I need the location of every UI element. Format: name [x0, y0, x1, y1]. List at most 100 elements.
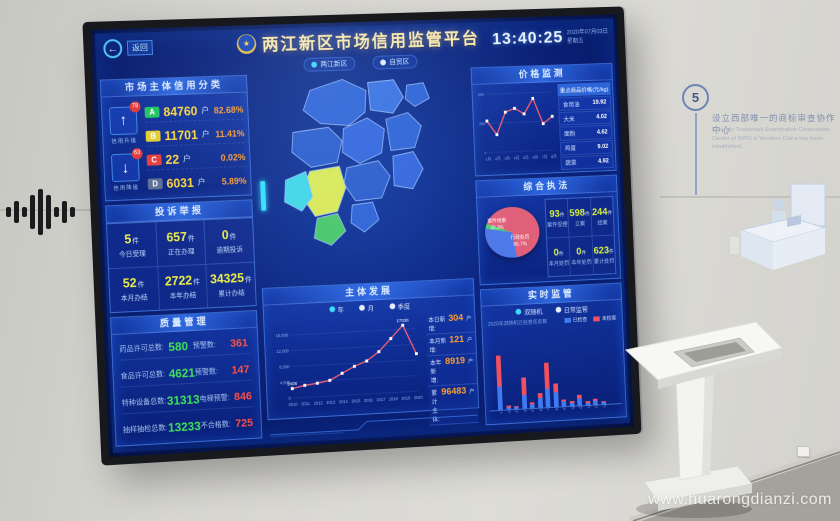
waveform-logo [6, 188, 75, 236]
tab-quarter[interactable]: 季度 [389, 300, 410, 311]
svg-text:2014: 2014 [339, 399, 349, 404]
upgrade-badge: 78 [129, 100, 141, 113]
svg-text:2019: 2019 [401, 395, 411, 400]
stat-cell: 598件 立案 [568, 197, 592, 237]
pie-label: 行政处罚 66.7% [510, 234, 530, 248]
tab-year[interactable]: 年 [328, 303, 344, 314]
arrow-up-icon: ↑ [119, 111, 128, 130]
svg-text:2010: 2010 [288, 402, 298, 407]
area-toggle-liangjiang[interactable]: 两江新区 [302, 56, 356, 72]
quality-row: 药品许可总数: 580 预警数: 361 [118, 333, 252, 361]
dot-icon [555, 306, 562, 313]
svg-text:2018: 2018 [389, 396, 399, 401]
dev-stat: 本年新增: 8919 户 [426, 353, 477, 387]
watermark: www.huarongdianzi.com [648, 491, 832, 508]
price-row: 食用油 19.92 [557, 95, 612, 112]
wall-caption-en: The only Trademark Examination Cooperati… [712, 127, 831, 151]
svg-text:5月: 5月 [523, 155, 529, 160]
dev-stat: 本日新增: 304 户 [425, 311, 475, 335]
grade-count: 22 [165, 152, 180, 167]
credit-downgrade-tile[interactable]: ↓ 63 信用降级 [110, 148, 143, 192]
district-map [253, 68, 474, 284]
grade-chip: A [144, 106, 160, 119]
service-desk-illustration [728, 183, 827, 270]
svg-text:0: 0 [288, 396, 291, 401]
svg-text:2017: 2017 [376, 397, 386, 402]
grade-row-d: D 6031 户 5.89% [147, 171, 247, 193]
unchecked-legend-swatch [593, 315, 601, 322]
grade-unit: 户 [182, 154, 192, 164]
enforcement-panel: 综合执法 案件线索 30.3% 行政处罚 66.7% 93件 案件受理 598件 立案 [475, 174, 622, 286]
price-line-chart: 0 250 500 1月 2月 3月 4月 5月 6月 7月 8月 [478, 84, 557, 161]
supervision-panel: 实时监管 双随机 日常监管 2020年双随机已检查任务数 已检查 未检查 [479, 282, 627, 426]
toggle-double-random[interactable]: 双随机 [515, 305, 543, 316]
dot-icon [328, 305, 335, 312]
price-monitor-panel: 价格监测 0 250 500 1月 2月 3月 4月 5月 6月 7月 8月 重点商品价格(元/kg… [470, 62, 617, 177]
svg-text:7月: 7月 [542, 154, 548, 159]
national-emblem-icon: ★ [236, 33, 257, 54]
stat-cell: 0件 逾期投诉 [204, 218, 254, 264]
wall-outlet [797, 446, 810, 457]
dot-icon [515, 308, 522, 315]
quality-row: 食品许可总数: 4621 预警数: 147 [120, 359, 253, 388]
grade-row-a: A 84760 户 82.68% [144, 100, 244, 123]
svg-text:250: 250 [479, 122, 485, 126]
grade-chip: D [147, 178, 163, 190]
grade-count: 84760 [163, 103, 198, 119]
stat-cell: 657件 正在办理 [156, 220, 206, 266]
dev-stat: 本月新增: 121 户 [426, 332, 476, 357]
led-screen: ← 返回 ★ 两江新区市场信用监管平台 两江新区 [82, 6, 642, 466]
grade-row-c: C 22 户 0.02% [146, 147, 246, 171]
svg-text:2020: 2020 [414, 395, 423, 400]
clock: 13:40:25 [491, 27, 564, 49]
svg-text:8月: 8月 [551, 154, 557, 159]
price-row: 鸡蛋 9.02 [559, 139, 614, 156]
step-connector-line [695, 113, 697, 195]
quality-row: 抽样抽检总数: 13233 不合格数: 725 [122, 417, 254, 435]
grade-percent: 0.02% [220, 151, 246, 163]
grade-count: 6031 [166, 175, 195, 191]
stat-cell: 0件 本月处罚 [547, 237, 571, 277]
stat-cell: 623件 累计处罚 [592, 235, 616, 275]
grade-unit: 户 [197, 177, 206, 187]
grade-chip: B [145, 130, 161, 142]
arrow-down-icon: ↓ [121, 159, 130, 177]
credit-upgrade-tile[interactable]: ↑ 78 信用升级 [108, 100, 141, 145]
checked-legend-swatch [564, 317, 571, 323]
supervision-bar-chart [486, 322, 622, 412]
grade-percent: 11.41% [215, 127, 245, 139]
downgrade-badge: 63 [131, 148, 143, 160]
svg-text:4月: 4月 [514, 155, 520, 160]
complaints-panel: 投诉举报 5件 今日受理 657件 正在办理 0件 逾期投诉 52件 本月办结 2722… [105, 199, 257, 314]
svg-text:6月: 6月 [532, 154, 538, 159]
page-title: 两江新区市场信用监管平台 [261, 29, 481, 55]
cyan-dot-icon [310, 61, 317, 68]
stat-cell: 93件 案件受理 [545, 198, 569, 238]
area-toggle-ftz[interactable]: 自贸区 [371, 54, 418, 70]
stat-cell: 34325件 累计办结 [206, 262, 256, 308]
wall-line-right [660, 196, 840, 198]
grade-percent: 5.89% [221, 175, 247, 187]
svg-text:3月: 3月 [504, 156, 510, 161]
pie-graphic [480, 202, 544, 262]
svg-text:0: 0 [484, 151, 486, 155]
svg-text:1月: 1月 [486, 156, 492, 161]
tab-month[interactable]: 月 [358, 302, 374, 313]
stat-cell: 0件 本年处罚 [569, 236, 593, 276]
bar-axis-labels: 1 2 3 4 5 6 7 8 9 10 11 12 13 14 [498, 402, 608, 415]
back-button[interactable]: ← 返回 [102, 38, 154, 59]
dot-icon [389, 302, 395, 309]
upgrade-label: 信用升级 [111, 137, 138, 145]
toggle-daily-supervision[interactable]: 日常监管 [555, 303, 588, 314]
stat-cell: 244件 结案 [590, 196, 614, 236]
price-list: 重点商品价格(元/kg) 食用油 19.92 大米 4.02 面粉 4.62 鸡蛋 9.… [557, 82, 614, 171]
grade-percent: 82.68% [213, 104, 244, 116]
grade-count: 11701 [164, 127, 199, 143]
svg-text:12,000: 12,000 [276, 348, 289, 354]
price-row: 大米 4.02 [558, 110, 612, 126]
price-row: 面粉 4.62 [559, 124, 613, 141]
svg-text:500: 500 [478, 93, 484, 97]
price-row: 蔬菜 4.92 [560, 154, 614, 171]
